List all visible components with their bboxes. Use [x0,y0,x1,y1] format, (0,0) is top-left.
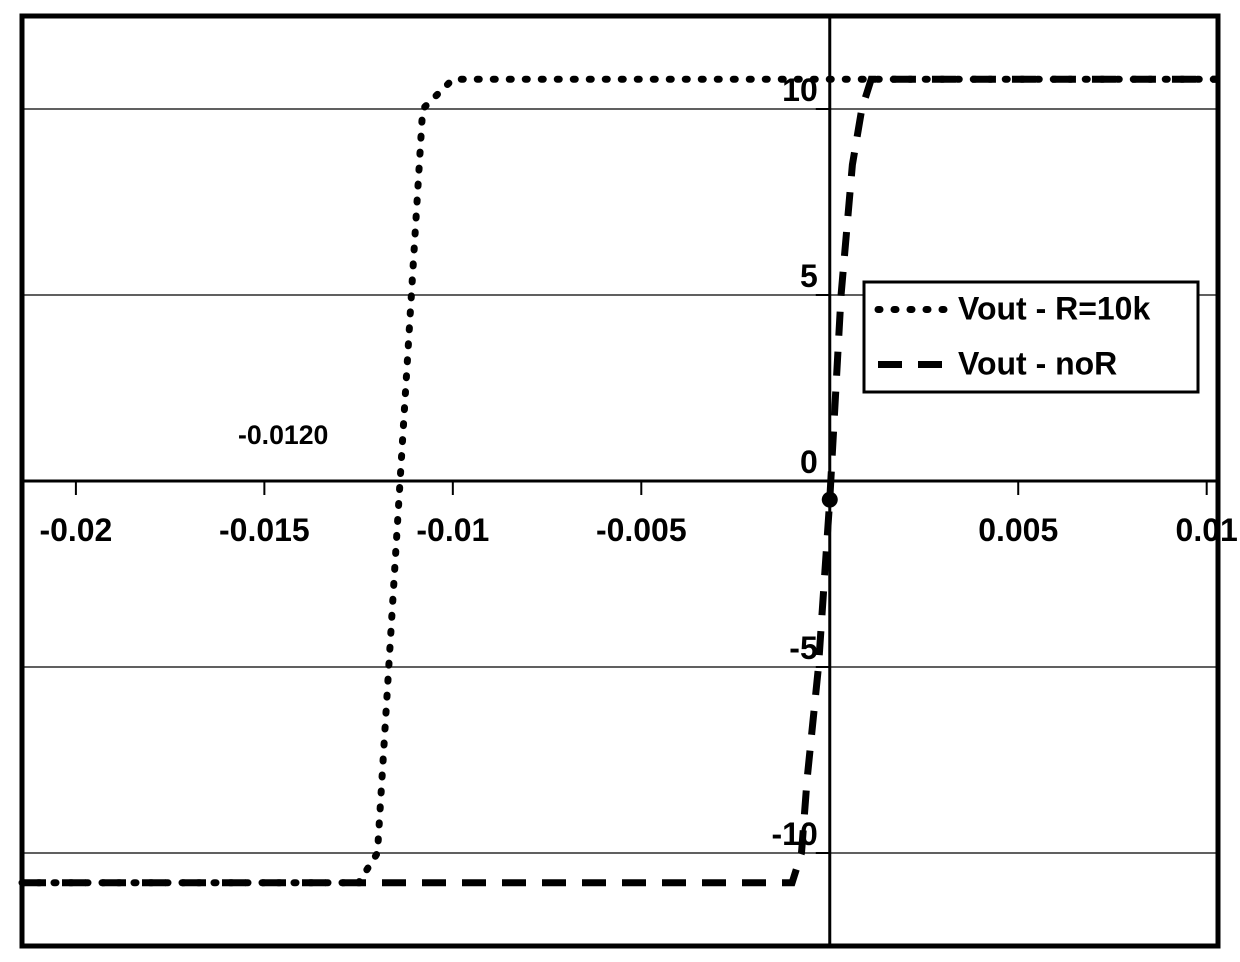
y-tick-label: 0 [800,444,818,480]
legend-label: Vout - noR [958,346,1117,382]
legend-label: Vout - R=10k [958,291,1150,327]
y-tick-label: -10 [772,816,818,852]
annotation: -0.0120 [238,420,328,450]
x-tick-label: -0.015 [219,512,310,548]
y-tick-label: -5 [789,630,817,666]
y-tick-label: 5 [800,258,818,294]
x-tick-label: -0.01 [416,512,489,548]
x-tick-label: 0.005 [978,512,1058,548]
x-tick-label: -0.02 [39,512,112,548]
chart-container: -10-50510-0.02-0.015-0.01-0.0050.0050.01… [0,0,1240,962]
vout-comparator-chart: -10-50510-0.02-0.015-0.01-0.0050.0050.01… [0,0,1240,962]
x-tick-label: -0.005 [596,512,687,548]
x-tick-label: 0.01 [1176,512,1238,548]
origin-marker [822,492,838,508]
